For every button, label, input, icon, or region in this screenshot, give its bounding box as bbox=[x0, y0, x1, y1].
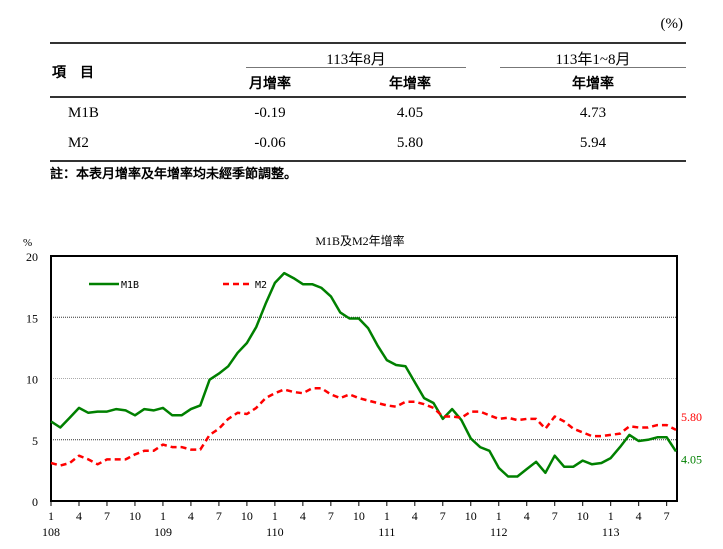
y-tick-label: 20 bbox=[26, 250, 38, 264]
divider bbox=[50, 96, 686, 98]
cell: -0.19 bbox=[254, 105, 286, 121]
col-header-ytd-yoy: 年增率 bbox=[572, 76, 614, 92]
x-tick-label: 10 bbox=[577, 509, 589, 523]
end-value-label: 4.05 bbox=[681, 452, 702, 466]
plot-frame bbox=[50, 255, 678, 502]
x-year-label: 111 bbox=[378, 525, 395, 539]
growth-table: 項 目 113年8月 113年1~8月 月增率 年增率 年增率 M1B -0.1… bbox=[50, 42, 686, 162]
cell: 5.94 bbox=[579, 135, 607, 151]
x-year-label: 112 bbox=[490, 525, 508, 539]
x-tick-label: 7 bbox=[328, 509, 334, 523]
x-tick-label: 4 bbox=[76, 509, 82, 523]
x-tick-label: 1 bbox=[608, 509, 614, 523]
cell: 5.80 bbox=[396, 135, 424, 151]
x-tick-label: 10 bbox=[129, 509, 141, 523]
x-tick-label: 7 bbox=[664, 509, 670, 523]
x-tick-label: 10 bbox=[465, 509, 477, 523]
legend-label: M1B bbox=[121, 280, 139, 291]
x-tick-label: 1 bbox=[272, 509, 278, 523]
x-tick-label: 1 bbox=[496, 509, 502, 523]
x-tick-label: 7 bbox=[552, 509, 558, 523]
x-year-label: 113 bbox=[602, 525, 620, 539]
y-tick-label: 0 bbox=[32, 495, 38, 509]
x-tick-label: 10 bbox=[241, 509, 253, 523]
y-tick-label: 5 bbox=[32, 434, 38, 448]
x-tick-label: 10 bbox=[353, 509, 365, 523]
series-line-m1b bbox=[50, 271, 678, 478]
chart-title: M1B及M2年增率 bbox=[315, 233, 404, 248]
y-tick-label: 10 bbox=[26, 373, 38, 387]
x-tick-label: 4 bbox=[412, 509, 418, 523]
unit-label: (%) bbox=[660, 16, 684, 32]
x-tick-label: 4 bbox=[300, 509, 306, 523]
group-header-aug: 113年8月 bbox=[326, 52, 386, 68]
x-year-label: 109 bbox=[154, 525, 172, 539]
series-line-m2 bbox=[50, 387, 677, 467]
y-axis-unit: % bbox=[23, 237, 32, 249]
x-tick-label: 4 bbox=[636, 509, 642, 523]
cell: 4.73 bbox=[579, 105, 607, 121]
x-tick-label: 7 bbox=[216, 509, 222, 523]
x-tick-label: 1 bbox=[384, 509, 390, 523]
y-tick-label: 15 bbox=[26, 311, 38, 325]
x-tick-label: 7 bbox=[440, 509, 446, 523]
cell: 4.05 bbox=[396, 105, 424, 121]
legend-label: M2 bbox=[255, 280, 267, 291]
x-tick-label: 4 bbox=[188, 509, 194, 523]
x-tick-label: 4 bbox=[524, 509, 530, 523]
end-value-label: 5.80 bbox=[681, 410, 702, 424]
col-header-mom: 月增率 bbox=[249, 76, 291, 92]
item-header: 項 目 bbox=[52, 65, 94, 81]
cell: -0.06 bbox=[254, 135, 286, 151]
x-year-label: 110 bbox=[266, 525, 284, 539]
x-year-label: 108 bbox=[42, 525, 60, 539]
x-tick-label: 1 bbox=[160, 509, 166, 523]
x-tick-label: 1 bbox=[48, 509, 54, 523]
x-tick-label: 7 bbox=[104, 509, 110, 523]
col-header-yoy: 年增率 bbox=[389, 76, 431, 92]
divider bbox=[246, 67, 466, 68]
divider bbox=[500, 67, 686, 68]
row-label: M1B bbox=[68, 105, 99, 121]
table-note: 註：本表月增率及年增率均未經季節調整。 bbox=[50, 167, 298, 182]
row-label: M2 bbox=[68, 135, 89, 151]
group-header-ytd: 113年1~8月 bbox=[555, 52, 631, 68]
